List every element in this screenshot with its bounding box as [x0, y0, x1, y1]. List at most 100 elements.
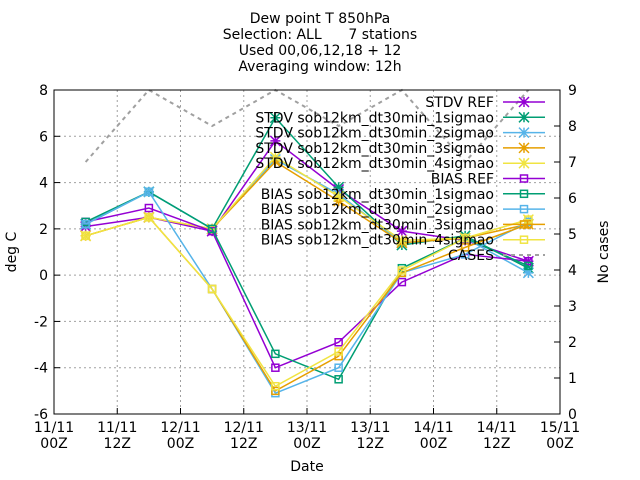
x-tick-label: 12Z: [357, 436, 384, 452]
series-line: [85, 207, 529, 369]
y2-tick-label: 6: [568, 191, 577, 207]
data-point-star: [518, 111, 530, 123]
x-tick-label: 15/11: [540, 420, 580, 436]
data-point-star: [396, 225, 408, 237]
y-tick-label: 4: [39, 176, 48, 192]
data-point-star: [518, 96, 530, 108]
legend-label: CASES: [448, 248, 494, 264]
data-point-square: [271, 386, 280, 396]
data-point-square: [144, 203, 154, 213]
x-tick-label: 13/11: [350, 420, 390, 436]
data-point-square: [460, 243, 470, 252]
data-point-square: [334, 351, 343, 361]
y-tick-label: 6: [39, 129, 48, 145]
data-point-square: [334, 347, 343, 356]
legend-entry: BIAS REF: [431, 172, 545, 188]
data-point-square: [207, 284, 217, 294]
data-point-square: [207, 224, 217, 234]
legend-label: STDV sob12km_dt30min_2sigmao: [255, 126, 494, 142]
data-point-square: [271, 363, 280, 372]
y2-tick-label: 7: [568, 155, 577, 171]
cases-series: [84, 88, 530, 164]
x-tick-label: 00Z: [40, 436, 67, 452]
data-point-square: [144, 213, 154, 222]
data-point-star: [396, 234, 408, 246]
legend-entry: CASES: [448, 248, 545, 264]
y2-tick-label: 4: [568, 263, 577, 279]
data-point-square: [334, 363, 343, 372]
data-point-star: [518, 142, 530, 154]
x-tick-label: 00Z: [167, 436, 194, 452]
y2-tick-label: 3: [568, 299, 577, 315]
legend-entry: BIAS sob12km_dt30min_3sigmao: [261, 217, 545, 233]
x-tick-label: 00Z: [420, 436, 447, 452]
y-tick-label: 8: [39, 83, 48, 99]
x-tick-label: 12/11: [160, 420, 200, 436]
data-point-square: [519, 189, 529, 199]
x-tick-label: 12Z: [104, 436, 131, 452]
x-tick-label: 00Z: [293, 436, 320, 452]
y-tick-label: -2: [34, 314, 48, 330]
data-point-square: [519, 204, 529, 214]
x-tick-label: 11/11: [34, 420, 74, 436]
legend-label: BIAS sob12km_dt30min_3sigmao: [261, 217, 494, 233]
data-point-square: [524, 215, 533, 224]
data-point-square: [519, 235, 529, 244]
data-point-square: [271, 349, 280, 359]
legend-entry: STDV sob12km_dt30min_4sigmao: [255, 156, 545, 172]
axes: -6-4-202468012345678911/1100Z11/1112Z12/…: [34, 83, 580, 452]
chart-title: Dew point T 850hPa: [249, 11, 391, 27]
x-tick-label: 12Z: [483, 436, 510, 452]
chart-subtitle-window: Averaging window: 12h: [238, 59, 402, 75]
y-tick-label: -4: [34, 361, 48, 377]
legend-label: STDV sob12km_dt30min_4sigmao: [255, 156, 494, 172]
x-axis-label: Date: [290, 459, 323, 475]
data-point-square: [334, 338, 343, 347]
legend-label: STDV sob12km_dt30min_3sigmao: [255, 141, 494, 157]
data-point-square: [460, 233, 470, 243]
data-point-square: [81, 219, 90, 229]
data-point-star: [518, 127, 530, 139]
series-line: [85, 190, 529, 395]
data-point-square: [334, 375, 343, 384]
data-series: [80, 112, 534, 398]
data-point-square: [144, 187, 154, 197]
data-point-square: [81, 231, 90, 241]
data-point-star: [518, 157, 530, 169]
legend-label: STDV sob12km_dt30min_1sigmao: [255, 110, 494, 126]
y2-tick-label: 9: [568, 83, 577, 99]
x-tick-label: 13/11: [287, 420, 327, 436]
data-point-square: [524, 261, 533, 271]
series-10: [81, 213, 533, 391]
x-tick-label: 12Z: [230, 436, 257, 452]
y-axis-label: deg C: [4, 231, 20, 272]
y2-tick-label: 0: [568, 407, 577, 423]
legend-entry: BIAS sob12km_dt30min_1sigmao: [261, 187, 545, 203]
chart-subtitle-selection: Selection: ALL 7 stations: [222, 27, 418, 43]
data-point-star: [333, 190, 345, 202]
series-line: [85, 156, 529, 242]
cases-line: [84, 88, 530, 164]
legend-entry: STDV REF: [425, 95, 545, 111]
data-point-star: [269, 151, 281, 163]
legend-entry: BIAS sob12km_dt30min_2sigmao: [261, 202, 545, 218]
legend-label: BIAS sob12km_dt30min_1sigmao: [261, 187, 494, 203]
x-tick-label: 14/11: [477, 420, 517, 436]
y2-tick-label: 1: [568, 371, 577, 387]
data-point-star: [80, 218, 92, 230]
data-point-square: [271, 381, 280, 391]
data-point-star: [269, 112, 281, 124]
legend-label: BIAS sob12km_dt30min_2sigmao: [261, 202, 494, 218]
y-tick-label: -6: [34, 407, 48, 423]
x-tick-label: 00Z: [546, 436, 573, 452]
y-tick-label: 0: [39, 268, 48, 284]
x-tick-label: 11/11: [97, 420, 137, 436]
y-tick-label: 2: [39, 222, 48, 238]
series-line: [85, 216, 529, 388]
legend-entry: STDV sob12km_dt30min_2sigmao: [255, 126, 545, 142]
data-point-square: [519, 220, 529, 229]
data-point-star: [522, 267, 534, 279]
grid-lines: [54, 90, 560, 414]
